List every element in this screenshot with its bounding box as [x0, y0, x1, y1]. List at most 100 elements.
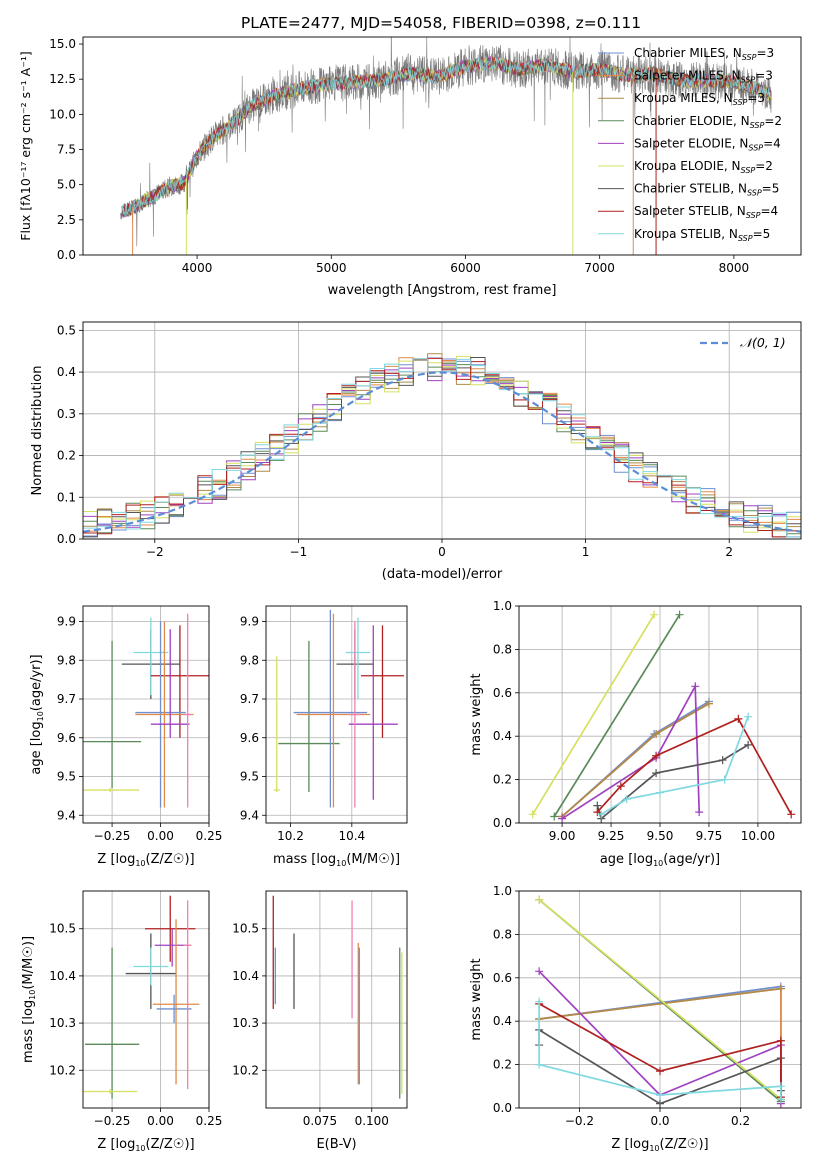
y-tick-label: 0.4	[493, 1014, 512, 1028]
z-weight-x-label: Z [log10(Z/Z☉)]	[611, 1137, 708, 1153]
x-tick-label: 0.075	[303, 1114, 337, 1128]
legend-entry-label: Salpeter ELODIE, NSSP=4	[634, 136, 781, 152]
model-spectrum-line	[121, 56, 772, 216]
y-tick-label: 0.3	[57, 407, 76, 421]
y-tick-label: 7.5	[57, 143, 76, 157]
weight-point-marker	[652, 730, 661, 739]
y-tick-label: 0.8	[493, 927, 512, 941]
weight-point-marker	[528, 810, 537, 819]
y-tick-label: 0.2	[57, 449, 76, 463]
age-weight-y-label: mass weight	[469, 673, 484, 755]
residuals-x-label: (data-model)/error	[382, 567, 503, 582]
legend-entry-label: Chabrier ELODIE, NSSP=2	[634, 114, 782, 130]
axes-frame	[518, 605, 802, 824]
x-tick-label: 6000	[450, 261, 481, 275]
spectrum-y-label: Flux [fλ10⁻¹⁷ erg cm⁻² s⁻¹ A⁻¹]	[18, 51, 33, 240]
legend-entry-label: Kroupa MILES, NSSP=3	[634, 91, 765, 107]
x-tick-label: 9.75	[696, 829, 723, 843]
x-tick-label: 0	[438, 545, 446, 559]
gaussian-reference-line	[83, 371, 801, 533]
x-tick-label: 0.00	[147, 1114, 174, 1128]
y-tick-label: 10.0	[49, 107, 76, 121]
mass-age-points	[273, 609, 404, 808]
figure-title: PLATE=2477, MJD=54058, FIBERID=0398, z=0…	[241, 14, 641, 32]
age-weight-series	[528, 610, 796, 823]
z-weight-panel: −0.2 0.0 0.2 0.0 0.2 0.4 0.6 0.8 1.0 Z [log10(Z/Z…	[469, 884, 802, 1153]
x-tick-label: 0.00	[147, 829, 174, 843]
weight-point-marker	[622, 795, 631, 804]
y-tick-label: 0.1	[57, 490, 76, 504]
x-tick-label: −1	[290, 545, 308, 559]
weight-point-marker	[787, 810, 796, 819]
y-tick-label: 0.6	[493, 686, 512, 700]
axes-frame	[82, 321, 802, 540]
x-tick-label: 0.2	[731, 1114, 750, 1128]
y-tick-label: 0.0	[57, 248, 76, 262]
weight-point-marker	[656, 1067, 664, 1076]
spectrum-legend: Chabrier MILES, NSSP=3 Salpeter MILES, NS…	[598, 46, 782, 243]
y-tick-label: 9.7	[240, 692, 259, 706]
y-tick-label: 10.5	[232, 922, 259, 936]
ebv-mass-points	[272, 895, 403, 1099]
y-tick-label: 9.4	[240, 808, 259, 822]
weight-point-marker	[656, 1099, 664, 1108]
legend-entry-label: Kroupa STELIB, NSSP=5	[634, 227, 770, 243]
weight-series-line	[561, 683, 701, 820]
y-tick-label: 0.5	[57, 323, 76, 337]
y-tick-label: 0.2	[493, 1058, 512, 1072]
gaussian-legend-label: 𝒩(0, 1)	[740, 335, 786, 350]
ebv-mass-panel: 0.075 0.100 10.2 10.3 10.4 10.5 E(B-V)	[232, 890, 408, 1152]
age-weight-x-label: age [log10(age/yr)]	[600, 852, 720, 868]
weight-point-marker	[597, 810, 606, 819]
weight-point-marker	[535, 895, 544, 904]
y-tick-label: 1.0	[493, 884, 512, 898]
y-tick-label: 9.4	[57, 808, 76, 822]
y-tick-label: 0.0	[493, 1101, 512, 1115]
y-tick-label: 10.3	[49, 1016, 76, 1030]
residual-histogram-step	[83, 357, 801, 538]
x-tick-label: 9.25	[598, 829, 625, 843]
spectrum-lines	[120, 37, 772, 255]
spectrum-x-label: wavelength [Angstrom, rest frame]	[328, 283, 557, 298]
weight-point-marker	[675, 610, 684, 619]
y-tick-label: 5.0	[57, 178, 76, 192]
weight-point-marker	[558, 814, 567, 823]
y-tick-label: 9.7	[57, 692, 76, 706]
y-tick-label: 0.0	[57, 532, 76, 546]
weight-point-marker	[656, 1090, 664, 1099]
weight-series-line	[531, 614, 655, 815]
mass-age-x-label: mass [log10(M/M☉)]	[273, 852, 400, 868]
y-tick-label: 10.2	[232, 1063, 259, 1077]
weight-point-marker	[656, 788, 664, 797]
weight-series-line	[561, 702, 710, 818]
axes-frame	[82, 605, 210, 824]
z-age-points	[83, 613, 209, 808]
y-tick-label: 10.5	[49, 922, 76, 936]
axes-frame	[82, 36, 802, 256]
weight-series-line	[538, 1003, 782, 1098]
weight-point-marker	[695, 808, 704, 817]
y-tick-label: 9.8	[57, 653, 76, 667]
y-tick-label: 1.0	[493, 599, 512, 613]
y-tick-label: 0.4	[57, 365, 76, 379]
y-tick-label: 2.5	[57, 213, 76, 227]
weight-series-line	[538, 899, 782, 1100]
legend-entry-label: Chabrier STELIB, NSSP=5	[634, 182, 779, 198]
x-tick-label: 0.25	[196, 1114, 223, 1128]
y-tick-label: 10.4	[49, 969, 76, 983]
y-tick-label: 0.8	[493, 642, 512, 656]
x-tick-label: 10.4	[338, 829, 365, 843]
x-tick-label: 5000	[316, 261, 347, 275]
weight-series-line	[561, 702, 710, 818]
x-tick-label: 10.2	[277, 829, 304, 843]
y-tick-label: 9.5	[57, 770, 76, 784]
y-tick-label: 10.3	[232, 1016, 259, 1030]
x-tick-label: −0.2	[565, 1114, 594, 1128]
z-mass-panel: −0.25 0.00 0.25 10.2 10.3 10.4 10.5 Z [log10(Z/…	[21, 890, 223, 1153]
legend-entry-label: Salpeter STELIB, NSSP=4	[634, 204, 778, 220]
legend-entry-label: Chabrier MILES, NSSP=3	[634, 46, 774, 62]
weight-point-marker	[776, 984, 785, 993]
x-tick-label: −0.25	[94, 1114, 131, 1128]
weight-series-line	[561, 700, 710, 818]
